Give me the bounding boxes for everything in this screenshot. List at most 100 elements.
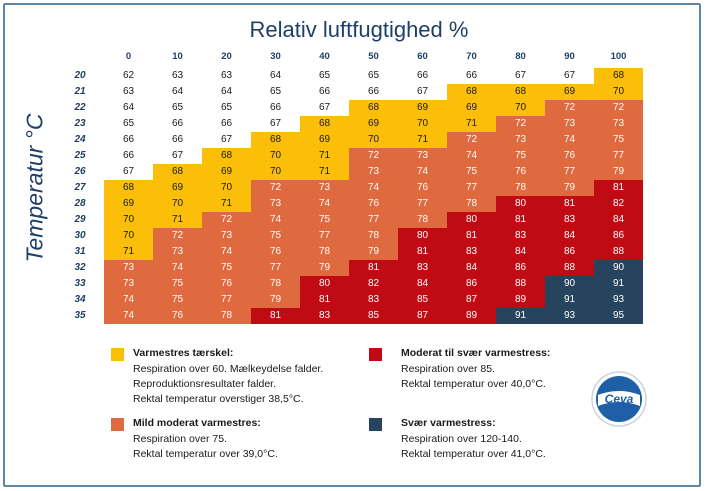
heatmap-cell: 90	[545, 276, 594, 292]
heatmap-cell: 73	[594, 116, 643, 132]
heatmap-cell: 78	[398, 212, 447, 228]
heatmap-cell: 76	[153, 308, 202, 324]
heatmap-cell: 75	[594, 132, 643, 148]
heatmap-cell: 81	[496, 212, 545, 228]
heatmap-cell: 93	[545, 308, 594, 324]
heatmap-cell: 70	[398, 116, 447, 132]
y-tick-label: 34	[74, 294, 86, 305]
heatmap-cell: 83	[398, 260, 447, 276]
heatmap-cell: 66	[104, 148, 153, 164]
heatmap-cell: 88	[594, 244, 643, 260]
y-tick-label: 24	[74, 134, 86, 145]
heatmap-cell: 78	[496, 180, 545, 196]
heatmap-cell: 74	[398, 164, 447, 180]
legend-line: Respiration over 120-140.	[401, 433, 522, 445]
heatmap-cell: 80	[300, 276, 349, 292]
heatmap-cell: 65	[104, 116, 153, 132]
heatmap-cell: 84	[398, 276, 447, 292]
heatmap-cell: 76	[251, 244, 300, 260]
y-tick-label: 30	[74, 230, 86, 241]
heatmap-cell: 69	[398, 100, 447, 116]
heatmap-cell: 70	[496, 100, 545, 116]
heatmap-cell: 75	[153, 292, 202, 308]
legend-line: Respiration over 60. Mælkeydelse falder.	[133, 363, 324, 375]
heatmap-cell: 79	[349, 244, 398, 260]
heatmap-cell: 70	[349, 132, 398, 148]
heatmap-cell: 73	[349, 164, 398, 180]
heatmap-cell: 69	[545, 84, 594, 100]
chart-title: Relativ luftfugtighed %	[249, 17, 469, 42]
heatmap-cell: 72	[545, 100, 594, 116]
heatmap-cell: 70	[594, 84, 643, 100]
heatmap-cell: 69	[153, 180, 202, 196]
heatmap-cell: 81	[545, 196, 594, 212]
heatmap-cell: 67	[398, 84, 447, 100]
heatmap-cell: 73	[398, 148, 447, 164]
heatmap-cell: 74	[104, 308, 153, 324]
heatmap-cell: 65	[300, 68, 349, 84]
heatmap-cell: 81	[349, 260, 398, 276]
heatmap-cell: 80	[447, 212, 496, 228]
heatmap-cell: 72	[496, 116, 545, 132]
heatmap-cell: 86	[594, 228, 643, 244]
heatmap-cell: 68	[349, 100, 398, 116]
legend-swatch-threshold	[111, 348, 124, 361]
heatmap-cell: 67	[545, 68, 594, 84]
heatmap-cell: 75	[153, 276, 202, 292]
heatmap-cell: 73	[300, 180, 349, 196]
heatmap-cell: 81	[594, 180, 643, 196]
heatmap-cell: 95	[594, 308, 643, 324]
heatmap-cell: 68	[202, 148, 251, 164]
y-tick-label: 35	[74, 310, 86, 321]
heatmap-cell: 78	[251, 276, 300, 292]
heatmap-cell: 69	[104, 196, 153, 212]
x-tick-label: 60	[417, 51, 428, 62]
y-axis-label: Temperatur °C	[21, 113, 48, 263]
heatmap-cell: 81	[447, 228, 496, 244]
heatmap-cell: 77	[545, 164, 594, 180]
heatmap-cell: 71	[300, 148, 349, 164]
heatmap-cell: 77	[251, 260, 300, 276]
heatmap-cell: 73	[153, 244, 202, 260]
heatmap-cell: 71	[153, 212, 202, 228]
y-tick-label: 28	[74, 198, 86, 209]
heatmap-cell: 68	[153, 164, 202, 180]
heatmap-cell: 76	[349, 196, 398, 212]
legend-line: Rektal temperatur over 40,0°C.	[401, 378, 546, 390]
heatmap-cell: 69	[202, 164, 251, 180]
heatmap-cell: 72	[202, 212, 251, 228]
heatmap-cell: 75	[447, 164, 496, 180]
y-tick-label: 23	[74, 118, 86, 129]
heatmap-cell: 78	[300, 244, 349, 260]
heatmap-cell: 77	[202, 292, 251, 308]
legend-line: Rektal temperatur over 41,0°C.	[401, 448, 546, 460]
heatmap-cell: 69	[300, 132, 349, 148]
heatmap-cell: 67	[300, 100, 349, 116]
heatmap-cell: 91	[545, 292, 594, 308]
heatmap-cell: 70	[104, 228, 153, 244]
heatmap-cell: 65	[349, 68, 398, 84]
heatmap-cell: 75	[202, 260, 251, 276]
heatmap-cell: 83	[496, 228, 545, 244]
heatmap-cell: 63	[104, 84, 153, 100]
heatmap-cell: 79	[545, 180, 594, 196]
heatmap-cell: 74	[447, 148, 496, 164]
heatmap-cell: 72	[153, 228, 202, 244]
heatmap-cell: 64	[104, 100, 153, 116]
heatmap-cell: 88	[545, 260, 594, 276]
heatmap-cell: 65	[202, 100, 251, 116]
x-tick-label: 70	[466, 51, 477, 62]
heatmap-cell: 64	[153, 84, 202, 100]
heatmap-cell: 70	[202, 180, 251, 196]
heatmap-cell: 71	[300, 164, 349, 180]
heatmap-cell: 77	[300, 228, 349, 244]
heatmap-cell: 72	[594, 100, 643, 116]
heatmap-cell: 66	[349, 84, 398, 100]
x-tick-label: 30	[270, 51, 281, 62]
heatmap-cell: 66	[300, 84, 349, 100]
heatmap-cell: 75	[251, 228, 300, 244]
x-tick-label: 80	[515, 51, 526, 62]
heatmap-cell: 81	[251, 308, 300, 324]
heatmap-cell: 75	[496, 148, 545, 164]
y-tick-label: 25	[74, 150, 86, 161]
